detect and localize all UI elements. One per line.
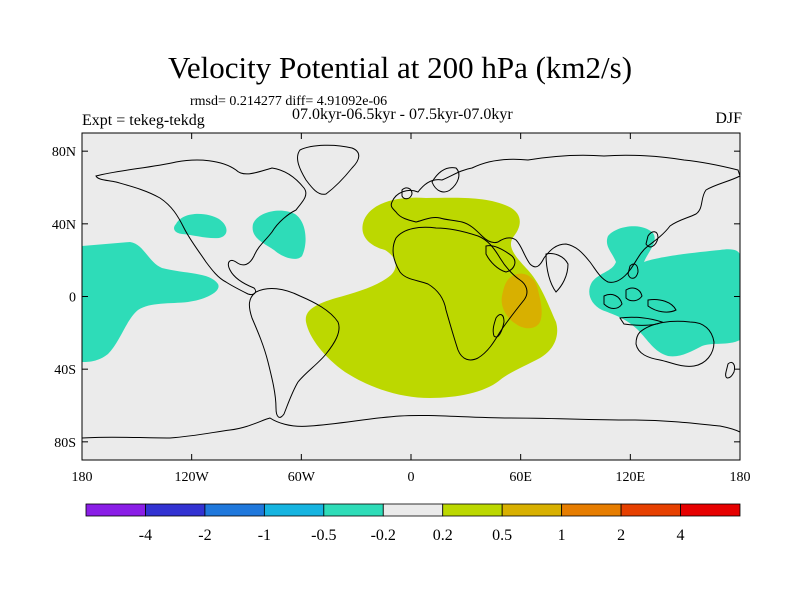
longitude-axis: 180 120W 60W 0 60E 120E 180	[72, 133, 751, 485]
colorbar-label: 0.5	[492, 527, 512, 544]
colorbar-swatch	[680, 503, 741, 517]
australia-coast	[635, 320, 715, 367]
lat-tick-label: 40N	[52, 218, 76, 233]
africa-atlantic-positive-anomaly	[305, 197, 558, 398]
scandinavia-coast	[431, 167, 460, 193]
east-africa-positive-max	[501, 273, 542, 329]
season-label: DJF	[715, 110, 742, 127]
lon-tick-label: 60W	[288, 470, 316, 485]
new-zealand-coast	[725, 361, 735, 379]
colorbar-swatch	[561, 503, 622, 517]
colorbar-swatch	[145, 503, 206, 517]
lat-tick-label: 0	[69, 291, 76, 306]
colorbar-label: 1	[558, 527, 566, 544]
colorbar-label: -4	[139, 527, 152, 544]
lon-tick-label: 120W	[175, 470, 210, 485]
north-atlantic-west-negative-anomaly	[252, 210, 306, 259]
latitude-axis: 80N 40N 0 40S 80S	[52, 145, 740, 451]
lon-tick-label: 180	[730, 470, 751, 485]
africa-coast	[392, 226, 528, 361]
colorbar-label: -0.2	[371, 527, 396, 544]
british-isles-coast	[401, 187, 413, 200]
india-coast	[545, 253, 569, 293]
maritime-continent-coast	[603, 287, 677, 326]
greenland-coast	[297, 144, 360, 195]
colorbar-label: 2	[617, 527, 625, 544]
colorbar-swatch	[382, 503, 444, 517]
east-pacific-negative-anomaly	[82, 242, 219, 362]
colorbar-label: -1	[258, 527, 271, 544]
period-label: 07.0kyr-06.5kyr - 07.5kyr-07.0kyr	[292, 106, 513, 123]
lat-tick-label: 80S	[54, 436, 76, 451]
colorbar-swatch	[263, 503, 325, 517]
experiment-label: Expt = tekeg-tekdg	[82, 112, 205, 129]
north-america-coast	[95, 159, 307, 295]
lon-tick-label: 0	[408, 470, 415, 485]
lat-tick-label: 40S	[54, 363, 76, 378]
lon-tick-label: 60E	[509, 470, 532, 485]
lon-tick-label: 180	[72, 470, 93, 485]
lat-tick-label: 80N	[52, 145, 76, 160]
anomaly-fields	[82, 197, 740, 398]
colorbar-swatch	[85, 503, 146, 517]
eurasia-coast	[390, 154, 741, 283]
colorbar: -4 -2 -1 -0.5 -0.2 0.2 0.5 1 2 4	[85, 503, 741, 544]
south-america-coast	[248, 288, 340, 418]
coastlines	[81, 144, 741, 439]
indo-pacific-negative-anomaly	[589, 226, 740, 357]
colorbar-swatch	[323, 503, 384, 517]
arabia-coast	[485, 245, 516, 273]
colorbar-swatch	[620, 503, 681, 517]
colorbar-swatch	[501, 503, 563, 517]
north-pacific-negative-anomaly	[174, 213, 227, 239]
colorbar-swatch	[204, 503, 265, 517]
colorbar-label: 0.2	[433, 527, 453, 544]
antarctica-coast	[81, 414, 741, 439]
stats-line: rmsd= 0.214277 diff= 4.91092e-06	[190, 94, 388, 109]
lon-tick-label: 120E	[616, 470, 646, 485]
colorbar-label: -2	[198, 527, 211, 544]
madagascar-coast	[492, 314, 505, 338]
colorbar-label: -0.5	[311, 527, 336, 544]
colorbar-label: 4	[677, 527, 685, 544]
chart-title: Velocity Potential at 200 hPa (km2/s)	[167, 50, 633, 85]
east-asia-islands-coast	[627, 231, 659, 279]
colorbar-swatch	[442, 503, 503, 517]
